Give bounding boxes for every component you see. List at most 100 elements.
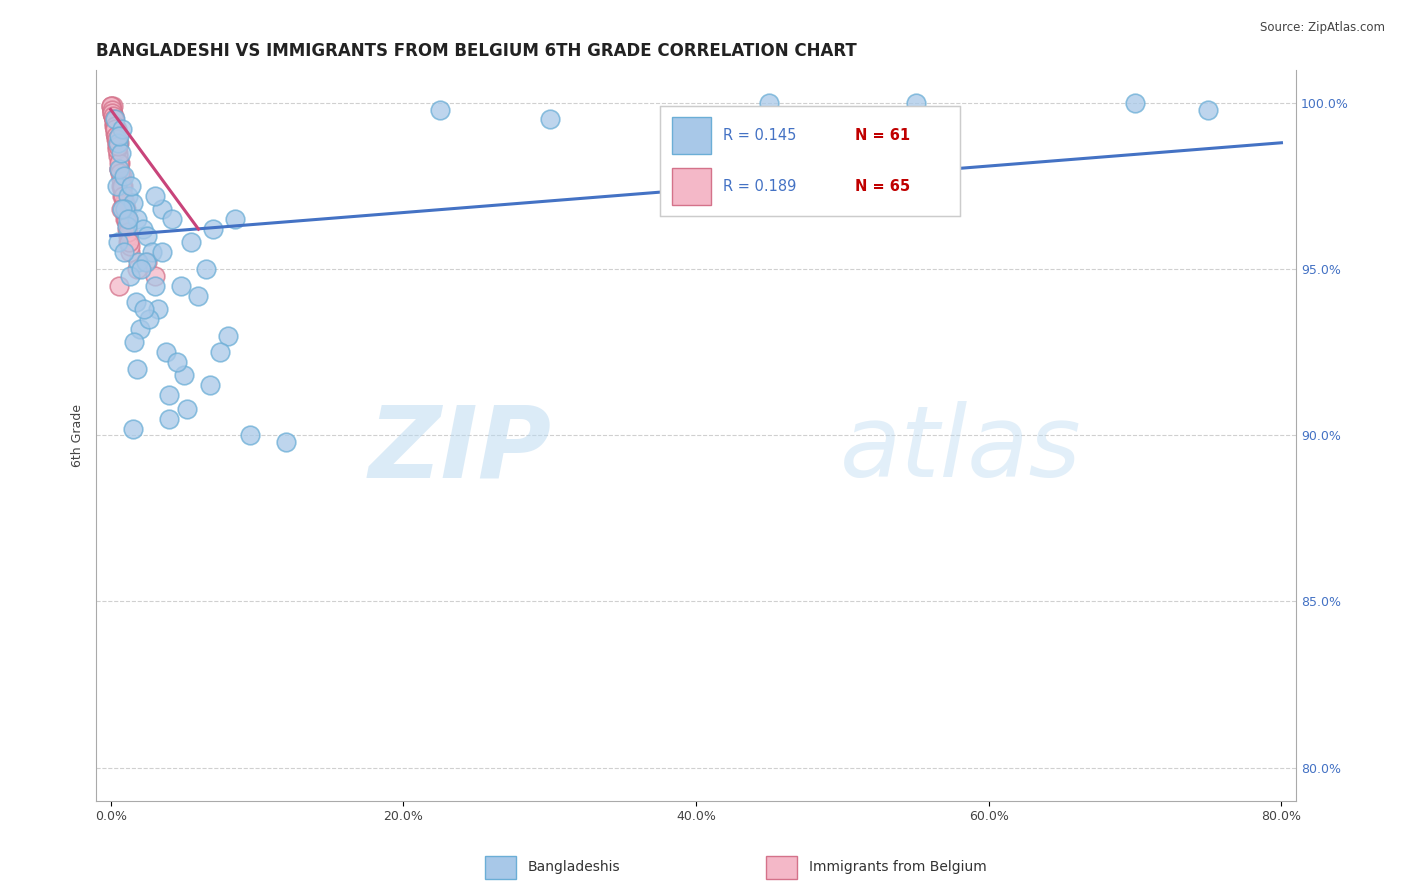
Point: [136, 255, 159, 269]
Point: [115, 212, 138, 227]
Point: [198, 378, 221, 392]
Point: [103, 112, 125, 127]
Point: [103, 112, 125, 127]
Point: [136, 228, 159, 243]
Text: atlas: atlas: [839, 401, 1081, 499]
Point: [107, 155, 129, 169]
Point: [104, 112, 127, 127]
Point: [112, 195, 135, 210]
Point: [117, 212, 139, 227]
Point: [107, 136, 129, 150]
Text: Bangladeshis: Bangladeshis: [527, 861, 620, 874]
Point: [104, 129, 127, 144]
Point: [904, 95, 927, 110]
Point: [104, 132, 127, 146]
Point: [150, 245, 173, 260]
Point: [118, 268, 141, 283]
Point: [112, 189, 135, 203]
Point: [276, 434, 298, 449]
Point: [1197, 103, 1219, 117]
Point: [103, 116, 125, 130]
Point: [429, 103, 451, 117]
Point: [111, 202, 134, 217]
Point: [108, 162, 131, 177]
Point: [115, 219, 138, 233]
Point: [112, 202, 135, 217]
Point: [114, 212, 136, 227]
Point: [101, 103, 124, 117]
Point: [117, 235, 139, 250]
Text: N = 65: N = 65: [855, 178, 910, 194]
Point: [108, 162, 131, 177]
Point: [104, 126, 127, 140]
Point: [110, 172, 132, 186]
Point: [112, 169, 135, 183]
Point: [115, 215, 138, 229]
Point: [202, 222, 225, 236]
Point: [107, 145, 129, 160]
Point: [121, 195, 143, 210]
Point: [112, 178, 135, 193]
Point: [101, 109, 124, 123]
Point: [122, 335, 145, 350]
Point: [111, 169, 134, 183]
Point: [114, 202, 136, 217]
Point: [107, 136, 129, 150]
Y-axis label: 6th Grade: 6th Grade: [72, 404, 84, 467]
Point: [173, 368, 195, 383]
Point: [120, 178, 142, 193]
Point: [125, 262, 148, 277]
Point: [135, 255, 157, 269]
Point: [104, 122, 127, 136]
Point: [101, 99, 124, 113]
Point: [141, 245, 163, 260]
Point: [107, 139, 129, 153]
Point: [155, 345, 177, 359]
Point: [146, 301, 169, 316]
Point: [117, 189, 139, 203]
Point: [125, 212, 148, 227]
Point: [101, 106, 124, 120]
Point: [110, 202, 132, 217]
Point: [107, 149, 129, 163]
Point: [103, 119, 125, 133]
Point: [125, 361, 148, 376]
Point: [138, 312, 160, 326]
Point: [124, 295, 146, 310]
Point: [758, 95, 780, 110]
Point: [105, 178, 128, 193]
Bar: [672, 168, 711, 205]
Text: Source: ZipAtlas.com: Source: ZipAtlas.com: [1260, 21, 1385, 34]
Point: [143, 278, 166, 293]
Point: [170, 278, 193, 293]
Point: [111, 178, 134, 193]
Point: [100, 99, 122, 113]
Point: [103, 109, 125, 123]
Point: [121, 421, 143, 435]
Point: [110, 178, 132, 193]
Point: [157, 388, 180, 402]
Point: [115, 222, 138, 236]
Point: [157, 411, 180, 425]
Point: [150, 202, 173, 217]
Point: [538, 112, 561, 127]
Point: [101, 103, 124, 117]
Point: [117, 212, 139, 227]
Bar: [672, 117, 711, 154]
Point: [105, 142, 128, 156]
Text: R = 0.145: R = 0.145: [723, 128, 796, 144]
Text: ZIP: ZIP: [368, 401, 553, 499]
Point: [105, 122, 128, 136]
Point: [100, 99, 122, 113]
Point: [166, 355, 188, 369]
Point: [114, 205, 136, 219]
Point: [127, 255, 149, 269]
Point: [143, 268, 166, 283]
Point: [224, 212, 246, 227]
Point: [118, 245, 141, 260]
Text: Immigrants from Belgium: Immigrants from Belgium: [808, 861, 986, 874]
Point: [239, 428, 262, 442]
Point: [105, 139, 128, 153]
Point: [111, 182, 134, 196]
Point: [176, 401, 198, 416]
